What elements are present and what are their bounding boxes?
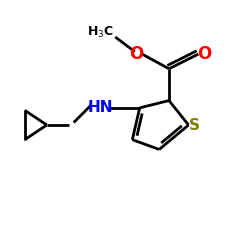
Text: H$_3$C: H$_3$C (87, 24, 114, 40)
Text: O: O (197, 45, 212, 63)
Text: S: S (189, 118, 200, 132)
Text: HN: HN (88, 100, 113, 116)
Text: O: O (129, 45, 143, 63)
